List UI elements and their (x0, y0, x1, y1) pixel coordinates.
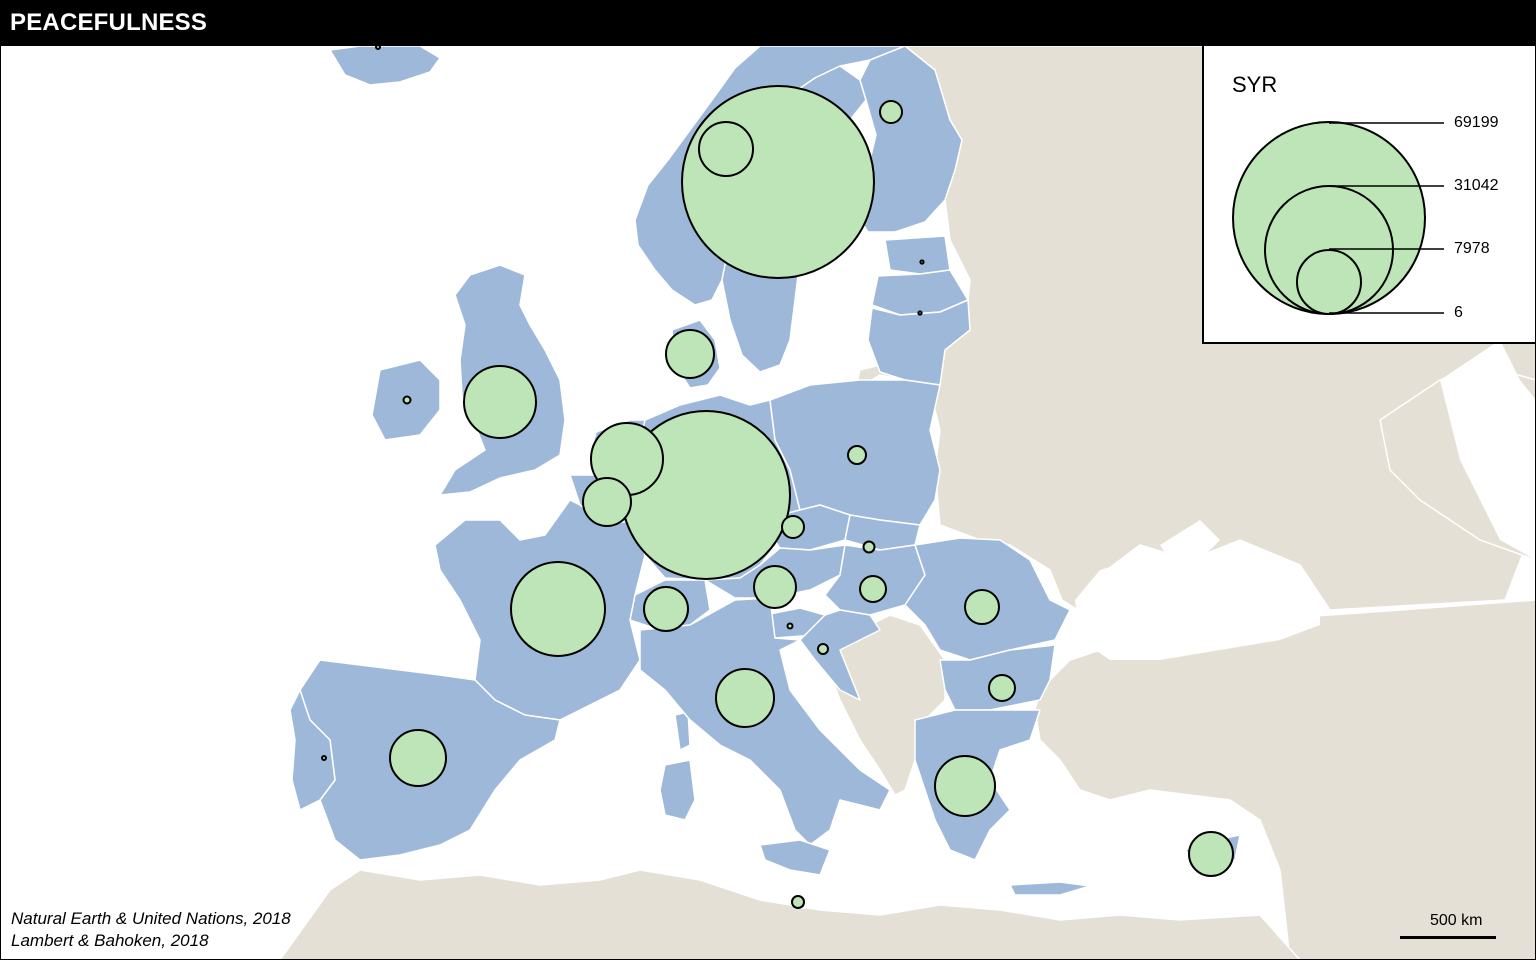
symbol-slovenia (786, 622, 794, 630)
source-line-1: Natural Earth & United Nations, 2018 (11, 909, 291, 928)
croatia (799, 609, 881, 701)
estonia (884, 235, 951, 275)
iceland (329, 46, 441, 86)
inland-seas (1075, 340, 1536, 660)
legend-value-4: 6 (1454, 304, 1463, 321)
title-bar: PEACEFULNESS (0, 0, 1536, 46)
symbol-slovakia (862, 540, 876, 554)
symbol-greece (934, 755, 996, 817)
symbol-belgium (582, 477, 632, 527)
sardinia (659, 759, 696, 821)
symbol-latvia (917, 310, 923, 316)
legend-circles (1232, 121, 1444, 315)
symbol-finland (879, 100, 903, 124)
finland (854, 46, 963, 233)
symbol-denmark (665, 329, 715, 379)
symbol-cyprus (1188, 831, 1234, 877)
symbol-portugal (321, 755, 327, 761)
legend-value-3: 7978 (1454, 240, 1490, 257)
symbol-bulgaria (988, 674, 1016, 702)
symbol-sweden (681, 85, 875, 279)
legend-circle-medium (1296, 249, 1362, 315)
caspian-sea (1440, 340, 1536, 560)
lithuania (867, 299, 971, 386)
symbol-estonia (919, 259, 925, 265)
symbol-france (510, 561, 606, 657)
symbol-italy (715, 668, 775, 728)
sea-of-azov (1160, 520, 1220, 560)
symbol-czechia (781, 515, 805, 539)
italy (639, 597, 891, 846)
black-sea (1075, 555, 1320, 660)
symbol-switzerland (643, 586, 689, 632)
sicily (759, 839, 831, 876)
symbol-hungary (859, 575, 887, 603)
symbol-malta (791, 895, 805, 909)
source-credits: Natural Earth & United Nations, 2018 Lam… (11, 908, 291, 952)
legend-value-1: 69199 (1454, 114, 1499, 131)
symbol-romania (964, 589, 1000, 625)
proportional-symbols (321, 46, 1234, 909)
symbol-croatia (817, 643, 829, 655)
legend-value-2: 31042 (1454, 177, 1499, 194)
north-africa (279, 869, 1302, 960)
scale-label: 500 km (1430, 912, 1483, 929)
symbol-austria (753, 565, 797, 609)
symbol-norway (698, 121, 754, 177)
legend-box: SYR 69199 31042 7978 6 (1202, 46, 1536, 344)
map-title: PEACEFULNESS (10, 9, 208, 36)
symbol-ireland (402, 395, 412, 405)
source-line-2: Lambert & Bahoken, 2018 (11, 931, 209, 950)
symbol-poland (847, 445, 867, 465)
scale-line (1400, 936, 1496, 939)
symbol-united-kingdom (463, 365, 537, 439)
legend-title: SYR (1232, 72, 1278, 97)
symbol-iceland (375, 46, 381, 50)
crete (1009, 881, 1091, 896)
portugal (289, 689, 336, 811)
symbol-spain (389, 729, 447, 787)
